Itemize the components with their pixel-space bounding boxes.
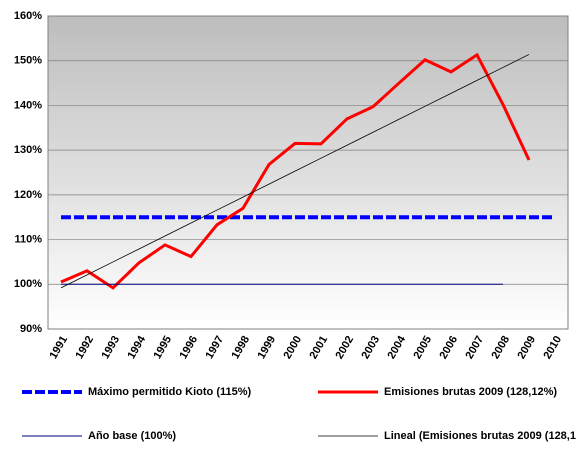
y-tick-label: 160% <box>14 10 42 22</box>
x-tick-label: 1992 <box>73 334 96 361</box>
x-tick-label: 2002 <box>333 334 356 361</box>
y-tick-label: 140% <box>14 99 42 111</box>
legend-label: Año base (100%) <box>88 430 176 442</box>
x-tick-label: 2009 <box>515 334 538 361</box>
y-tick-label: 120% <box>14 189 42 201</box>
x-tick-label: 2001 <box>307 334 330 361</box>
x-tick-label: 1997 <box>203 334 226 361</box>
series-line <box>60 54 530 289</box>
x-tick-label: 1996 <box>177 334 200 361</box>
x-tick-label: 2010 <box>541 334 564 361</box>
y-tick-label: 100% <box>14 278 42 290</box>
series-line <box>60 52 531 290</box>
x-tick-label: 1998 <box>229 334 252 361</box>
y-tick-label: 150% <box>14 55 42 67</box>
legend-label: Lineal (Emisiones brutas 2009 (128,12%)) <box>384 430 576 442</box>
y-tick-label: 130% <box>14 144 42 156</box>
y-tick-label: 90% <box>20 323 42 335</box>
x-tick-label: 2004 <box>385 333 408 361</box>
y-tick-label: 110% <box>14 233 42 245</box>
x-tick-label: 2007 <box>463 334 486 361</box>
x-tick-label: 2008 <box>489 334 512 361</box>
x-tick-label: 2000 <box>281 334 304 361</box>
x-tick-label: 2003 <box>359 334 382 361</box>
legend-label: Emisiones brutas 2009 (128,12%) <box>384 386 557 398</box>
x-tick-label: 2006 <box>437 334 460 361</box>
x-tick-label: 1993 <box>99 334 122 361</box>
plot-area <box>47 15 569 330</box>
x-tick-label: 1995 <box>151 334 174 361</box>
x-tick-label: 1994 <box>125 333 148 361</box>
x-tick-label: 1991 <box>47 334 70 361</box>
x-tick-label: 2005 <box>411 334 434 361</box>
x-tick-label: 1999 <box>255 334 278 361</box>
legend-label: Máximo permitido Kioto (115%) <box>88 386 252 398</box>
